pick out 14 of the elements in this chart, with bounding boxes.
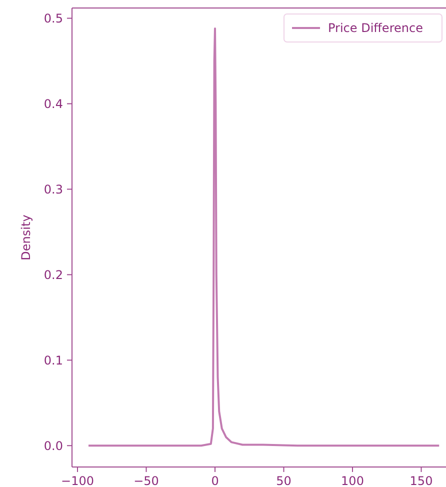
x-tick-label: 100 [341,474,364,487]
x-tick-label: −100 [61,474,94,487]
y-tick-label: 0.4 [44,96,63,111]
x-tick-label: 50 [276,474,292,487]
x-tick-label: −50 [134,474,159,487]
x-tick-label: 0 [211,474,219,487]
x-tick-label: 150 [410,474,433,487]
y-axis-title: Density [19,214,33,260]
legend-label: Price Difference [328,21,423,36]
y-tick-label: 0.1 [44,353,63,368]
y-tick-label: 0.2 [44,268,63,282]
y-tick-label: 0.5 [44,11,63,26]
y-tick-label: 0.0 [44,438,63,453]
y-tick-label: 0.3 [44,182,63,196]
